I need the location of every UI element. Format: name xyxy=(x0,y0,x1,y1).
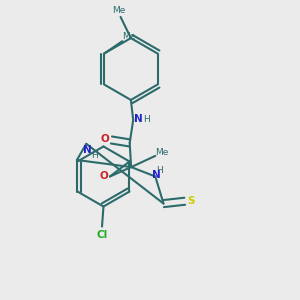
Text: Me: Me xyxy=(112,6,126,15)
Text: Me: Me xyxy=(155,148,169,158)
Text: H: H xyxy=(91,151,98,160)
Text: O: O xyxy=(100,134,109,144)
Text: N: N xyxy=(134,114,143,124)
Text: O: O xyxy=(99,171,108,181)
Text: S: S xyxy=(188,196,195,206)
Text: Cl: Cl xyxy=(96,230,108,240)
Text: H: H xyxy=(143,115,150,124)
Text: N: N xyxy=(152,170,161,180)
Text: N: N xyxy=(83,145,92,155)
Text: H: H xyxy=(156,166,163,175)
Text: Me: Me xyxy=(122,32,136,41)
